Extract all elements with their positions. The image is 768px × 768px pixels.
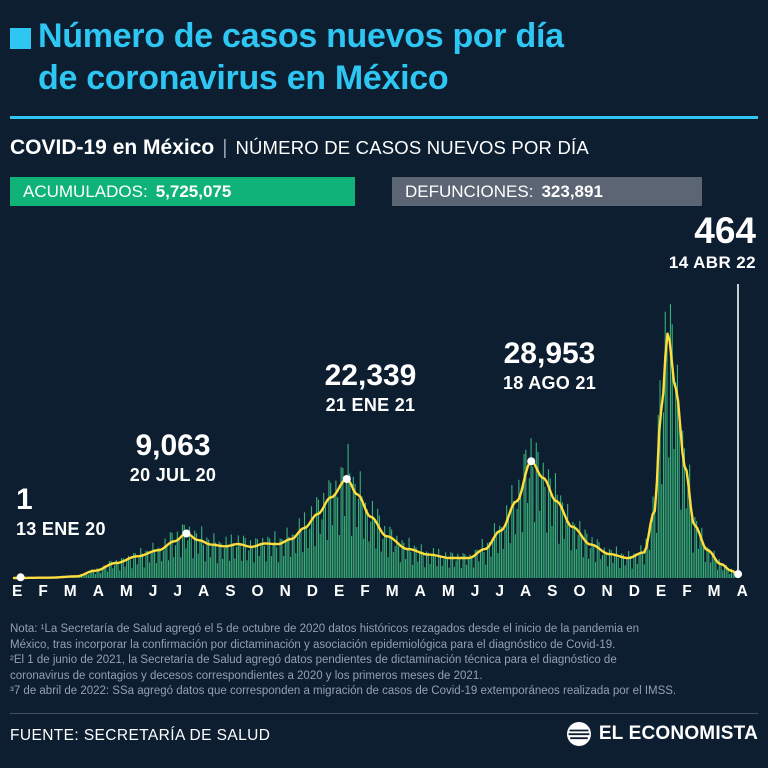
x-axis-tick: F	[360, 583, 370, 600]
annotation-date: 13 ENE 20	[16, 519, 106, 539]
footnote-line-5: ³7 de abril de 2022: SSa agregó datos qu…	[10, 685, 677, 698]
x-axis-tick: F	[682, 583, 692, 600]
x-axis-tick: J	[495, 583, 504, 600]
latest-value: 464	[694, 210, 756, 251]
el-economista-logo-icon	[566, 722, 591, 746]
badge-defunciones-value: 323,891	[541, 181, 603, 201]
annotation-peak-wave2: 22,339 21 ENE 21	[278, 360, 463, 416]
x-axis-tick: M	[119, 583, 133, 600]
x-axis-tick: O	[251, 583, 264, 600]
x-axis-tick: A	[519, 583, 532, 600]
annotation-date: 18 AGO 21	[502, 373, 597, 393]
x-axis-tick: J	[173, 583, 183, 600]
chart-subtitle: COVID-19 en México | NÚMERO DE CASOS NUE…	[10, 136, 589, 160]
footnote-line-1: Nota: ¹La Secretaría de Salud agregó el …	[10, 623, 640, 635]
x-axis-tick: M	[385, 583, 399, 600]
title-bullet-icon	[10, 28, 31, 49]
x-axis-tick: N	[279, 583, 291, 600]
x-axis-tick: J	[148, 583, 158, 600]
badge-defunciones: DEFUNCIONES: 323,891	[392, 177, 702, 206]
latest-annotation: 464 14 ABR 22	[669, 212, 756, 273]
x-axis-tick: M	[707, 583, 721, 600]
annotation-date: 20 JUL 20	[129, 465, 217, 485]
annotation-value: 28,953	[503, 337, 596, 370]
x-axis-tick: S	[225, 583, 236, 600]
footnote-line-4: coronavirus de contagios y decesos corre…	[10, 669, 483, 682]
page-title-line2: de coronavirus en México	[38, 59, 449, 97]
badge-defunciones-label: DEFUNCIONES:	[405, 181, 534, 201]
annotation-peak-wave3: 28,953 18 AGO 21	[452, 338, 647, 394]
x-axis-tick: N	[601, 583, 613, 600]
cases-chart-svg	[12, 304, 743, 582]
annotation-peak-wave1: 9,063 20 JUL 20	[88, 430, 258, 486]
x-axis-tick: D	[628, 583, 640, 600]
annotation-first-case: 1 13 ENE 20	[16, 484, 106, 540]
brand-name: EL ECONOMISTA	[598, 723, 758, 744]
x-axis-tick: M	[63, 583, 77, 600]
latest-marker-line	[737, 284, 739, 572]
x-axis-tick: O	[573, 583, 586, 600]
subtitle-separator: |	[222, 137, 228, 159]
title-divider	[10, 116, 758, 119]
page-title-line1: Número de casos nuevos por día	[38, 17, 564, 55]
x-axis-tick: A	[736, 583, 748, 600]
annotation-value: 9,063	[135, 429, 211, 462]
badge-acumulados-value: 5,725,075	[155, 181, 232, 201]
subtitle-description: NÚMERO DE CASOS NUEVOS POR DÍA	[235, 137, 589, 158]
page-title: Número de casos nuevos por día de coronav…	[38, 15, 564, 99]
footnote-line-2: México, tras incorporar la confirmación …	[10, 638, 616, 651]
x-axis-tick: A	[198, 583, 210, 600]
x-axis-tick: A	[414, 583, 426, 600]
el-economista-logo: EL ECONOMISTA	[566, 721, 758, 747]
x-axis-tick: S	[547, 583, 558, 600]
x-axis-tick: F	[38, 583, 48, 600]
subtitle-main: COVID-19 en México	[10, 136, 215, 159]
footer-divider	[10, 713, 758, 714]
source-credit: FUENTE: SECRETARÍA DE SALUD	[10, 727, 271, 744]
x-axis-tick: J	[470, 583, 480, 600]
badge-acumulados-label: ACUMULADOS:	[23, 181, 148, 201]
x-axis-tick: M	[441, 583, 455, 600]
x-axis-tick: A	[92, 583, 104, 600]
x-axis-tick: E	[12, 583, 23, 600]
x-axis-tick: E	[655, 583, 667, 600]
badge-acumulados: ACUMULADOS: 5,725,075	[10, 177, 355, 206]
annotation-value: 1	[16, 483, 33, 516]
stat-badges: ACUMULADOS: 5,725,075 DEFUNCIONES: 323,8…	[10, 177, 702, 206]
footnote-line-3: ²El 1 de junio de 2021, la Secretaría de…	[10, 654, 617, 667]
annotation-date: 21 ENE 21	[325, 395, 416, 415]
annotation-value: 22,339	[324, 359, 417, 392]
x-axis-tick: E	[333, 583, 345, 600]
latest-date: 14 ABR 22	[668, 253, 756, 272]
x-axis-tick: D	[306, 583, 318, 600]
chart: 1 13 ENE 20 9,063 20 JUL 20 22,339 21 EN…	[10, 284, 750, 600]
footnotes: Nota: ¹La Secretaría de Salud agregó el …	[10, 622, 762, 700]
